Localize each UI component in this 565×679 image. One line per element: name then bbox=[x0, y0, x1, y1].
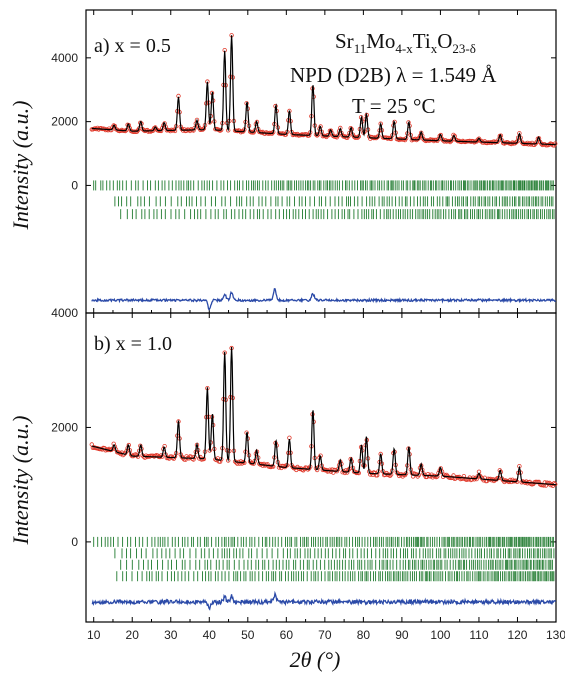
observed-point bbox=[488, 476, 493, 482]
observed-point bbox=[532, 142, 537, 147]
x-tick-label: 20 bbox=[126, 628, 140, 642]
observed-point bbox=[314, 133, 320, 138]
panel-b-ylabel: Intensity (a.u.) bbox=[8, 416, 33, 546]
formula-sr: Sr bbox=[335, 29, 354, 53]
observed-point bbox=[171, 456, 176, 461]
observed-point bbox=[553, 141, 558, 146]
observed-point bbox=[314, 467, 320, 473]
observed-point bbox=[536, 136, 542, 141]
y-tick-label: 0 bbox=[71, 178, 78, 192]
observed-point bbox=[328, 128, 334, 133]
x-tick-label: 50 bbox=[241, 628, 255, 642]
x-tick-label: 100 bbox=[430, 628, 450, 642]
observed-point bbox=[447, 139, 453, 145]
observed-point bbox=[340, 133, 345, 138]
observed-point bbox=[345, 470, 350, 475]
panel-a: 0 2000 4000 bbox=[51, 9, 558, 314]
x-tick-label: 10 bbox=[87, 628, 101, 642]
observed-point bbox=[335, 133, 341, 138]
panel-b-calculated-line bbox=[91, 346, 556, 486]
observed-point bbox=[438, 132, 443, 138]
x-tick-label: 80 bbox=[357, 628, 371, 642]
panel-a-difference-line bbox=[91, 288, 556, 311]
y-tick-label: 2000 bbox=[51, 115, 78, 129]
formula-sub-x: x bbox=[431, 41, 438, 56]
temperature-label: T = 25 °C bbox=[352, 94, 435, 118]
x-tick-label: 40 bbox=[203, 628, 217, 642]
y-tick-label: 0 bbox=[71, 535, 78, 549]
observed-point bbox=[304, 132, 309, 137]
formula-o: O bbox=[437, 29, 452, 53]
observed-point bbox=[514, 139, 520, 144]
panel-b-frame bbox=[85, 312, 557, 623]
panel-b-bragg-ticks bbox=[93, 536, 555, 582]
observed-point bbox=[342, 470, 348, 476]
panel-b-observed-series bbox=[89, 345, 558, 488]
observed-point bbox=[265, 462, 270, 467]
panel-b-label: b) x = 1.0 bbox=[94, 333, 172, 355]
x-tick-label: 60 bbox=[280, 628, 294, 642]
observed-point bbox=[513, 478, 519, 483]
y-tick-label: 4000 bbox=[51, 306, 78, 320]
x-tick-label: 90 bbox=[395, 628, 409, 642]
formula-label: Sr11Mo4-xTixO23-δ bbox=[335, 29, 476, 56]
x-tick-label: 30 bbox=[164, 628, 178, 642]
observed-point bbox=[290, 465, 296, 470]
x-tick-label: 110 bbox=[469, 628, 488, 642]
formula-ti: Ti bbox=[413, 29, 431, 53]
panel-a-calculated-line bbox=[91, 35, 556, 146]
formula-mo: Mo bbox=[366, 29, 395, 53]
y-tick-label: 4000 bbox=[51, 51, 78, 65]
observed-point bbox=[495, 139, 500, 144]
observed-point bbox=[403, 136, 409, 141]
x-tick-label: 130 bbox=[546, 628, 565, 642]
formula-sub-23d: 23-δ bbox=[452, 41, 475, 56]
panel-a-label: a) x = 0.5 bbox=[94, 35, 171, 57]
y-tick-label: 2000 bbox=[51, 420, 78, 434]
observed-point bbox=[472, 477, 477, 482]
instrument-label: NPD (D2B) λ = 1.549 Å bbox=[290, 63, 497, 87]
x-tick-label: 120 bbox=[507, 628, 527, 642]
panel-a-bragg-ticks bbox=[93, 180, 555, 220]
observed-point bbox=[109, 447, 114, 452]
x-tick-label: 70 bbox=[318, 628, 332, 642]
x-axis-label: 2θ (°) bbox=[290, 647, 341, 672]
panel-b: 0 2000 4000 10 20 30 40 50 60 70 80 90 100 110 120 130 bbox=[51, 306, 565, 642]
formula-sub-11: 11 bbox=[354, 41, 367, 56]
observed-point bbox=[454, 138, 460, 143]
formula-sub-4x: 4-x bbox=[395, 41, 413, 56]
panel-b-difference-line bbox=[91, 590, 557, 611]
panel-a-ylabel: Intensity (a.u.) bbox=[8, 101, 33, 231]
